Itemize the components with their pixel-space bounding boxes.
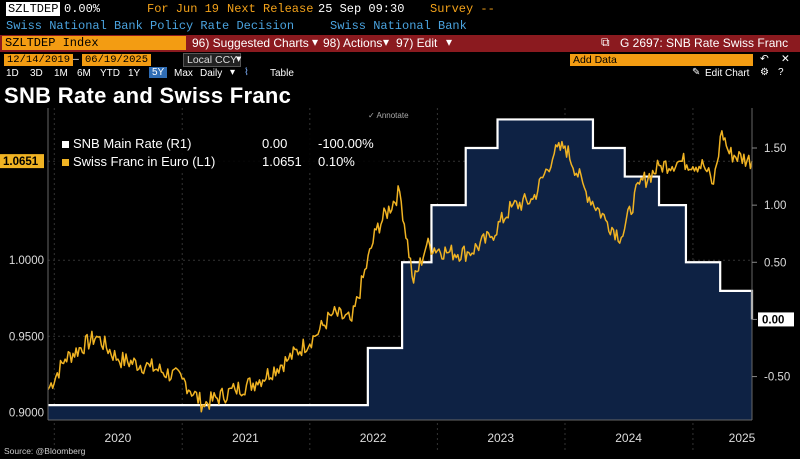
source-name: Swiss National Bank — [330, 19, 467, 33]
right-tick-label: -0.50 — [764, 372, 790, 384]
legend-series-name: Swiss Franc in Euro (L1) — [73, 154, 215, 169]
chevron-down-icon[interactable]: ▾ — [230, 67, 236, 78]
survey-label: Survey -- — [430, 2, 495, 16]
function-toolbar: SZLTDEP Index 96) Suggested Charts ▾ 98)… — [0, 35, 800, 52]
legend-change: -100.00% — [318, 136, 374, 151]
right-tick-label: 0.50 — [764, 257, 786, 269]
pencil-icon[interactable]: ✎ — [692, 67, 701, 78]
next-release-label: Next Release — [227, 2, 314, 16]
chart-reference: G 2697: SNB Rate Swiss Franc — [620, 36, 789, 50]
chart-title: SNB Rate and Swiss Franc — [4, 83, 292, 108]
x-tick-label: 2022 — [360, 431, 387, 445]
right-tick-label: 1.50 — [764, 143, 786, 155]
legend: SNB Main Rate (R1) 0.00 -100.00% Swiss Fran… — [56, 132, 381, 172]
rate-last-value-tag — [758, 312, 794, 327]
period-1m[interactable]: 1M — [54, 68, 68, 79]
suggested-charts-button[interactable]: 96) Suggested Charts — [192, 36, 309, 50]
event-name: Swiss National Bank Policy Rate Decision — [6, 19, 295, 33]
help-icon[interactable]: ? — [778, 67, 784, 78]
annotate-label: ✓ Annotate — [368, 111, 409, 120]
currency-select[interactable]: Local CCY — [183, 53, 242, 67]
start-date-input[interactable]: 12/14/2019 — [4, 54, 74, 66]
x-tick-label: 2021 — [232, 431, 259, 445]
settings-icon[interactable]: ⚙ — [760, 67, 769, 78]
end-date-input[interactable]: 06/19/2025 — [82, 54, 152, 66]
x-tick-label: 2023 — [487, 431, 514, 445]
legend-background — [56, 132, 381, 172]
axes: 0.9000 0.9500 1.0000 1.0650 -0.50 0.00 0.50 1.0… — [0, 108, 794, 445]
date-range-bar: 12/14/2019 – 06/19/2025 Local CCY ▾ Add … — [0, 53, 800, 67]
edit-chart-button[interactable]: Edit Chart — [705, 68, 750, 79]
left-tick-label: 0.9000 — [9, 407, 44, 419]
legend-series-name: SNB Main Rate (R1) — [73, 136, 191, 151]
ticker-symbol[interactable]: SZLTDEP — [6, 2, 61, 16]
rate-last-value-label: 0.00 — [762, 314, 784, 326]
range-separator: – — [73, 53, 79, 65]
add-data-input[interactable]: Add Data — [570, 54, 753, 66]
left-tick-label: 1.0650 — [9, 156, 44, 168]
right-tick-label: 0.00 — [764, 314, 786, 326]
next-release-value: 25 Sep 09:30 — [318, 2, 405, 16]
snb-rate-area — [48, 119, 752, 420]
period-1y[interactable]: 1Y — [128, 68, 141, 79]
edit-button[interactable]: 97) Edit — [396, 36, 438, 50]
right-tick-label: 1.00 — [764, 200, 786, 212]
legend-change: 0.10% — [318, 154, 355, 169]
chevron-down-icon[interactable]: ▾ — [312, 35, 319, 49]
period-3d[interactable]: 3D — [30, 68, 43, 79]
release-for-date: For Jun 19 — [147, 2, 220, 16]
legend-swatch — [62, 159, 69, 166]
close-icon[interactable]: ✕ — [781, 53, 790, 65]
chevron-down-icon[interactable]: ▾ — [383, 35, 390, 49]
left-tick-label: 0.9500 — [9, 331, 44, 343]
x-tick-label: 2025 — [729, 431, 756, 445]
period-1d[interactable]: 1D — [6, 68, 19, 79]
frequency-select[interactable]: Daily — [200, 68, 223, 79]
period-max[interactable]: Max — [174, 68, 193, 79]
period-6m[interactable]: 6M — [77, 68, 91, 79]
chf-series — [47, 130, 753, 413]
legend-last-value: 0.00 — [262, 136, 287, 151]
source-note: Source: @Bloomberg — [4, 446, 86, 456]
ticker-value: 0.00% — [64, 2, 101, 16]
external-link-icon[interactable]: ⧉ — [601, 35, 610, 49]
legend-last-value: 1.0651 — [262, 154, 302, 169]
left-tick-label: 1.0000 — [9, 255, 44, 267]
ticker-bar: SZLTDEP 0.00% For Jun 19 Next Release 25… — [0, 0, 800, 18]
snb-rate-series — [48, 118, 754, 420]
x-tick-label: 2024 — [615, 431, 642, 445]
actions-button[interactable]: 98) Actions — [323, 36, 383, 50]
period-bar: 1D 3D 1M 6M YTD 1Y 5Y Max Daily ▾ ⌇ Tabl… — [0, 67, 800, 81]
snb-rate-line — [48, 118, 754, 407]
chf-last-value-label: 1.0651 — [3, 156, 39, 168]
chevron-down-icon[interactable]: ▾ — [236, 53, 242, 65]
chf-last-value-tag — [0, 154, 44, 169]
undo-icon[interactable]: ↶ — [760, 53, 769, 65]
period-ytd[interactable]: YTD — [100, 68, 120, 79]
chf-line — [47, 130, 753, 413]
period-5y[interactable]: 5Y — [149, 67, 168, 78]
grid-lines — [48, 108, 752, 450]
legend-swatch — [62, 141, 69, 148]
x-tick-label: 2020 — [105, 431, 132, 445]
line-chart-icon[interactable]: ⌇ — [244, 67, 249, 78]
index-label[interactable]: SZLTDEP Index — [2, 36, 186, 50]
table-button[interactable]: Table — [270, 68, 294, 79]
description-bar: Swiss National Bank Policy Rate Decision… — [0, 18, 800, 34]
chevron-down-icon[interactable]: ▾ — [446, 35, 453, 49]
